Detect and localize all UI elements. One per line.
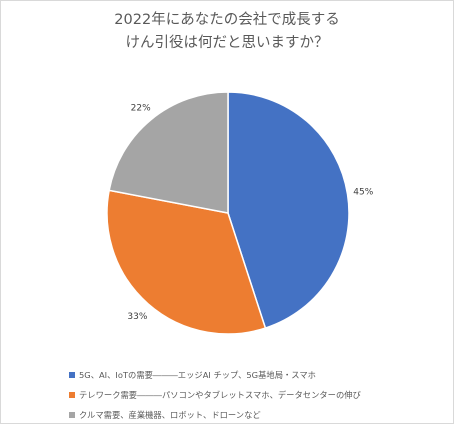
legend-item-car-industry: クルマ需要、産業機器、ロボット、ドローンなど [69,405,449,425]
legend-label-telework: テレワーク需要―――パソコンやタブレットスマホ、データセンターの伸び [79,390,361,400]
legend-label-car-industry: クルマ需要、産業機器、ロボット、ドローンなど [79,410,261,420]
pie-chart: 45% 33% 22% [106,91,374,335]
chart-title-line-2: けん引役は何だと思いますか？ [125,35,329,51]
chart-title-line-1: 2022年にあなたの会社で成長する [114,12,340,28]
legend-label-5g-ai-iot: 5G、AI、IoTの需要―――エッジAI チップ、5G基地局・スマホ [79,370,316,380]
legend-swatch-car-industry [69,412,75,418]
legend-swatch-telework [69,392,75,398]
legend-swatch-5g-ai-iot [69,372,75,378]
legend-item-telework: テレワーク需要―――パソコンやタブレットスマホ、データセンターの伸び [69,385,449,405]
legend-item-5g-ai-iot: 5G、AI、IoTの需要―――エッジAI チップ、5G基地局・スマホ [69,365,449,385]
pie-label-5g-ai-iot: 45% [353,188,373,198]
chart-legend: 5G、AI、IoTの需要―――エッジAI チップ、5G基地局・スマホ テレワーク… [69,365,449,425]
pie-slice-car-industry [108,91,229,214]
pie-label-telework: 33% [127,312,147,322]
pie-slice-telework [106,189,267,335]
chart-title: 2022年にあなたの会社で成長する けん引役は何だと思いますか？ [1,9,453,55]
pie-slice-5g-ai-iot [227,91,350,330]
pie-label-car-industry: 22% [131,103,151,113]
